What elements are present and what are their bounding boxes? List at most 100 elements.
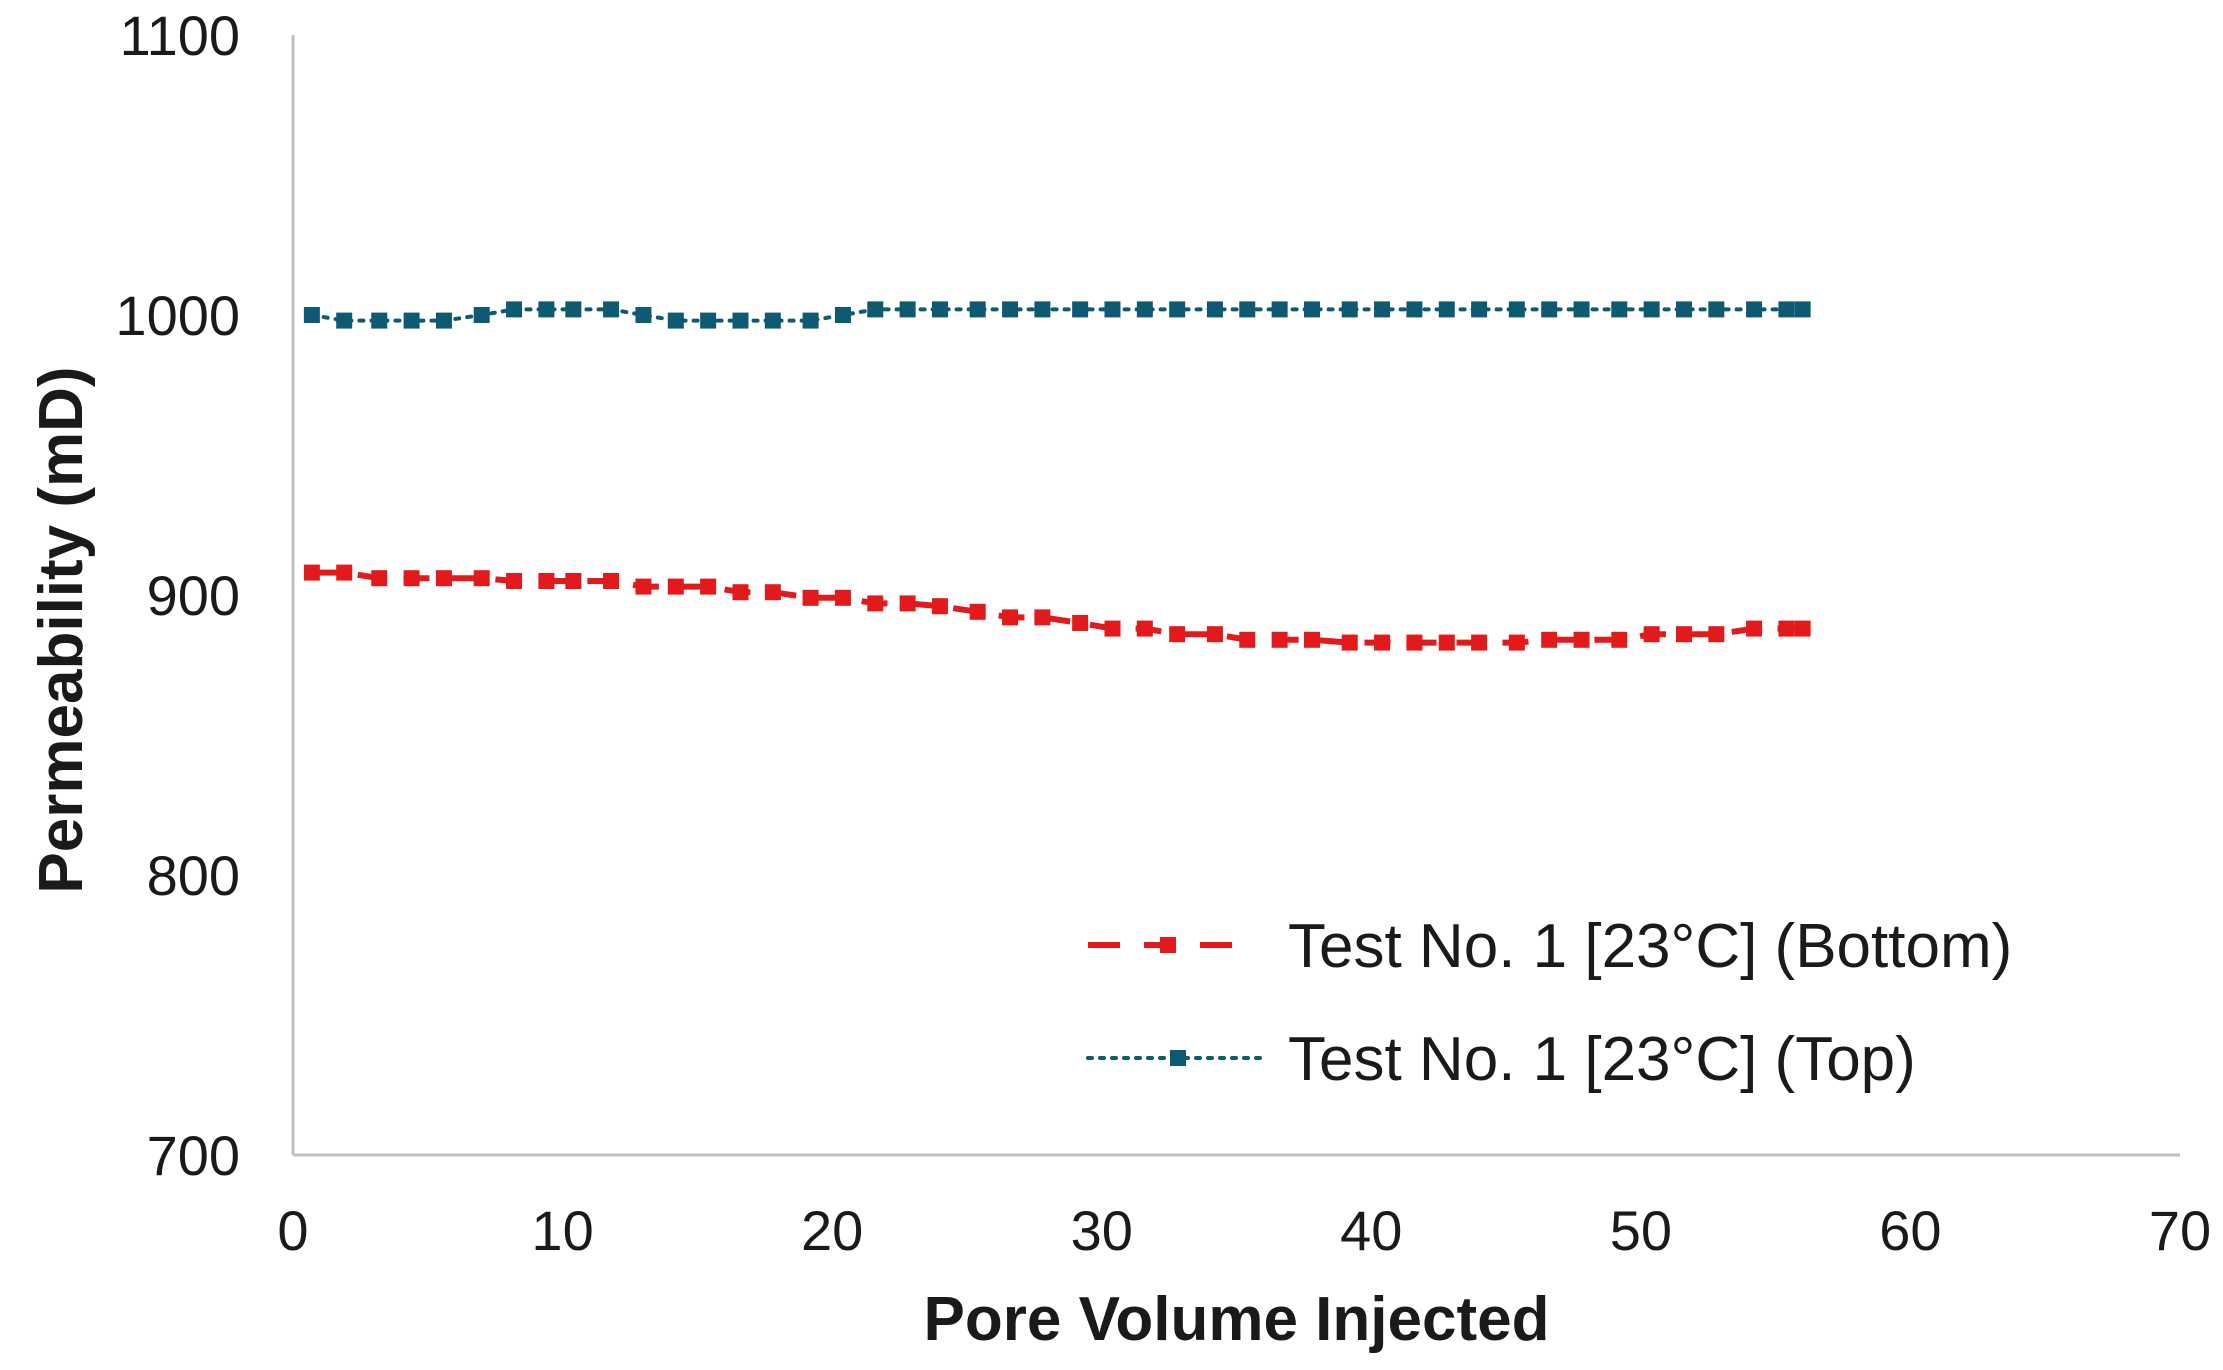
data-point-top	[1573, 301, 1590, 318]
data-point-bottom	[700, 578, 717, 595]
data-point-top	[1239, 301, 1256, 318]
data-point-bottom	[931, 598, 948, 615]
data-point-bottom	[1778, 620, 1795, 637]
data-point-top	[764, 312, 781, 329]
data-point-top	[1794, 301, 1811, 318]
data-point-bottom	[1794, 620, 1811, 637]
data-point-top	[1104, 301, 1121, 318]
data-point-top	[667, 312, 684, 329]
legend-item-bottom: Test No. 1 [23°C] (Bottom)	[1088, 912, 2012, 981]
data-point-bottom	[1611, 631, 1628, 648]
x-axis-title: Pore Volume Injected	[924, 1285, 1550, 1354]
data-point-top	[834, 307, 851, 323]
legend: Test No. 1 [23°C] (Bottom) Test No. 1 [2…	[1086, 912, 2012, 1094]
data-point-top	[1341, 301, 1358, 318]
data-point-bottom	[802, 589, 819, 606]
data-point-bottom	[1643, 626, 1660, 643]
data-point-bottom	[1708, 626, 1725, 643]
data-point-top	[867, 301, 884, 318]
data-point-bottom	[336, 564, 353, 581]
series-top	[303, 301, 1811, 329]
data-point-top	[635, 307, 652, 323]
data-point-bottom	[1508, 634, 1525, 651]
data-point-bottom	[1239, 631, 1256, 648]
data-point-top	[1471, 301, 1488, 318]
data-point-top	[435, 312, 452, 329]
data-point-bottom	[1104, 620, 1121, 637]
data-point-top	[303, 307, 320, 323]
x-tick-label-10: 10	[531, 1199, 593, 1262]
data-point-bottom	[764, 584, 781, 601]
data-point-bottom	[1072, 615, 1089, 631]
data-point-top	[1374, 301, 1391, 318]
data-point-top	[700, 312, 717, 329]
data-point-top	[1406, 301, 1423, 318]
data-point-top	[1169, 301, 1186, 318]
data-point-bottom	[403, 570, 420, 587]
data-point-top	[1708, 301, 1725, 318]
data-point-bottom	[303, 564, 320, 581]
data-point-top	[1072, 301, 1089, 318]
data-point-top	[1438, 301, 1455, 318]
data-point-bottom	[1438, 634, 1455, 651]
data-point-bottom	[371, 570, 388, 587]
legend-label-top: Test No. 1 [23°C] (Top)	[1288, 1025, 1916, 1094]
data-point-top	[1778, 301, 1795, 318]
data-point-bottom	[1573, 631, 1590, 648]
data-point-top	[1034, 301, 1051, 318]
y-tick-label-800: 800	[147, 844, 240, 907]
legend-item-top: Test No. 1 [23°C] (Top)	[1086, 1025, 1916, 1094]
x-tick-label-40: 40	[1340, 1199, 1402, 1262]
data-point-top	[506, 301, 523, 318]
data-point-bottom	[1471, 634, 1488, 651]
data-point-top	[565, 301, 582, 318]
data-point-bottom	[635, 578, 652, 595]
data-point-top	[802, 312, 819, 329]
data-point-bottom	[506, 573, 523, 589]
legend-swatch-marker-bottom	[1160, 937, 1176, 953]
data-point-bottom	[667, 578, 684, 595]
y-tick-label-900: 900	[147, 564, 240, 627]
y-axis-title: Permeability (mD)	[27, 366, 96, 893]
legend-label-bottom: Test No. 1 [23°C] (Bottom)	[1288, 912, 2012, 981]
x-tick-label-50: 50	[1610, 1199, 1672, 1262]
series-layer	[303, 301, 1811, 651]
data-point-bottom	[1406, 634, 1423, 651]
data-point-bottom	[1034, 609, 1051, 626]
data-point-top	[1541, 301, 1558, 318]
data-point-bottom	[867, 595, 884, 612]
data-point-top	[1675, 301, 1692, 318]
data-point-top	[1746, 301, 1763, 318]
x-tick-label-70: 70	[2149, 1199, 2211, 1262]
data-point-bottom	[899, 595, 916, 612]
x-tick-label-30: 30	[1071, 1199, 1133, 1262]
data-point-bottom	[1271, 631, 1288, 648]
data-point-bottom	[1541, 631, 1558, 648]
data-point-bottom	[1136, 620, 1153, 637]
data-point-top	[969, 301, 986, 318]
data-point-bottom	[603, 573, 620, 589]
data-point-bottom	[1374, 634, 1391, 651]
data-point-top	[1303, 301, 1320, 318]
data-point-top	[732, 312, 749, 329]
y-tick-labels: 700 800 900 1000 1100	[115, 4, 240, 1187]
data-point-top	[1271, 301, 1288, 318]
data-point-top	[371, 312, 388, 329]
data-point-bottom	[473, 570, 490, 587]
data-point-bottom	[834, 589, 851, 606]
data-point-top	[1611, 301, 1628, 318]
series-line-bottom	[311, 569, 1803, 646]
data-point-bottom	[565, 573, 582, 589]
data-point-bottom	[1002, 609, 1019, 626]
data-point-top	[403, 312, 420, 329]
y-tick-label-1100: 1100	[120, 4, 240, 67]
data-point-top	[336, 312, 353, 329]
data-point-bottom	[1675, 626, 1692, 643]
data-point-top	[1136, 301, 1153, 318]
data-point-bottom	[732, 584, 749, 601]
data-point-top	[931, 301, 948, 318]
legend-swatch-marker-top	[1170, 1050, 1186, 1066]
data-point-top	[603, 301, 620, 318]
series-bottom	[303, 564, 1811, 651]
